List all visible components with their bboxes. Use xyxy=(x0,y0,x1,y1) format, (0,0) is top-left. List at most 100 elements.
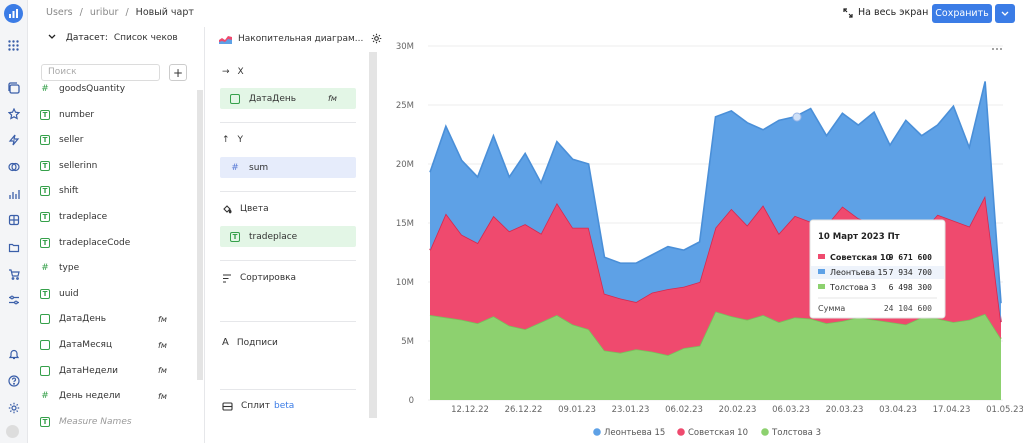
y-tick-label: 20M xyxy=(396,160,414,170)
x-tick-label: 06.03.23 xyxy=(772,405,810,415)
hash-icon: # xyxy=(231,162,239,173)
y-field-chip[interactable]: # sum xyxy=(220,157,356,178)
apps-grid-icon[interactable] xyxy=(6,38,21,53)
area-леонтьева-15 xyxy=(430,81,1001,323)
add-field-button[interactable]: + xyxy=(169,64,187,81)
field-item[interactable]: ДатаДень fм xyxy=(40,311,190,327)
gear-icon[interactable] xyxy=(6,400,21,415)
text-type-icon: T xyxy=(40,135,50,146)
calendar-icon xyxy=(230,93,240,104)
y-tick-label: 10M xyxy=(396,278,414,288)
avatar[interactable] xyxy=(6,425,19,438)
gear-icon[interactable] xyxy=(371,33,382,44)
section-split-title: Сплит xyxy=(241,401,271,411)
x-tick-label: 23.01.23 xyxy=(612,405,650,415)
chart-menu-icon[interactable] xyxy=(992,48,1002,50)
tooltip-series-value: 6 498 300 xyxy=(889,283,933,292)
tooltip-swatch xyxy=(818,254,825,259)
function-badge: fм xyxy=(158,366,167,376)
colors-field-chip[interactable]: T tradeplace xyxy=(220,226,356,247)
x-tick-label: 01.05.23 xyxy=(986,405,1023,415)
stacked-area-chart[interactable]: 0 5M 10M 15M 20M 25M 30M 12.12.22 26.12.22 09.01… xyxy=(378,27,1023,443)
field-list-scrollbar[interactable] xyxy=(197,90,203,380)
sections-scrollbar[interactable] xyxy=(369,52,377,418)
section-labels[interactable]: A Подписи xyxy=(222,337,278,348)
hover-point xyxy=(792,112,802,122)
field-item[interactable]: # День недели fм xyxy=(40,388,190,404)
calendar-icon xyxy=(40,365,50,376)
breadcrumb-separator: / xyxy=(79,7,83,18)
breadcrumb-users[interactable]: Users xyxy=(46,7,73,18)
divider xyxy=(220,389,356,390)
left-rail xyxy=(0,0,28,443)
series-line xyxy=(429,81,1002,304)
divider xyxy=(220,191,356,192)
save-menu-button[interactable] xyxy=(995,4,1015,23)
field-name: uuid xyxy=(59,288,79,299)
calendar-icon xyxy=(40,340,50,350)
beta-badge: beta xyxy=(274,401,295,411)
tooltip-series-value: 7 934 700 xyxy=(889,268,933,277)
tooltip-row-highlight xyxy=(811,266,944,279)
field-search-input[interactable]: Поиск xyxy=(41,64,160,81)
breadcrumb-uribur[interactable]: uribur xyxy=(89,7,119,18)
function-badge: fм xyxy=(158,391,167,401)
section-x: → X xyxy=(222,67,244,77)
legend-swatch xyxy=(761,428,769,436)
fullscreen-button[interactable]: На весь экран xyxy=(843,7,928,18)
divider xyxy=(220,321,356,322)
field-item[interactable]: ДатаМесяц fм xyxy=(40,337,190,353)
field-item[interactable]: # goodsQuantity xyxy=(40,81,190,97)
visualization-type-selector[interactable]: Накопительная диаграм... xyxy=(219,33,382,44)
text-type-icon: T xyxy=(40,186,50,197)
charts-icon[interactable] xyxy=(6,186,21,201)
notifications-bell-icon[interactable] xyxy=(6,346,21,361)
connections-bolt-icon[interactable] xyxy=(6,132,21,147)
y-tick-label: 0 xyxy=(409,396,414,406)
text-type-icon: T xyxy=(40,288,50,299)
datasets-icon[interactable] xyxy=(6,159,21,174)
arrow-right-icon: → xyxy=(222,67,230,77)
settings-sliders-icon[interactable] xyxy=(6,292,21,307)
breadcrumb: Users / uribur / Новый чарт xyxy=(46,7,194,18)
tooltip-swatch xyxy=(818,284,825,289)
y-tick-label: 15M xyxy=(396,219,414,229)
section-split[interactable]: Сплит beta xyxy=(222,401,294,411)
section-x-title: X xyxy=(237,67,244,77)
field-name: sellerinn xyxy=(59,160,98,171)
field-item[interactable]: T Measure Names xyxy=(40,414,190,430)
cart-icon[interactable] xyxy=(6,266,21,281)
arrow-up-icon: ↑ xyxy=(222,135,230,145)
y-field-name: sum xyxy=(249,162,269,173)
dataset-selector[interactable]: Датасет: Список чеков xyxy=(48,33,178,43)
folder-icon[interactable] xyxy=(6,239,21,254)
tooltip-series-name: Советская 10 xyxy=(830,253,892,262)
field-item[interactable]: # type xyxy=(40,260,190,276)
datalens-logo-icon[interactable] xyxy=(4,4,23,23)
dashboards-icon[interactable] xyxy=(6,212,21,227)
text-type-icon: T xyxy=(40,109,50,120)
help-icon[interactable] xyxy=(6,373,21,388)
visualization-type-label: Накопительная диаграм... xyxy=(238,33,364,44)
field-name: tradeplaceCode xyxy=(59,237,131,248)
field-name: ДатаНедели xyxy=(59,365,118,376)
area-толстова-3 xyxy=(430,311,1001,400)
favorites-star-icon[interactable] xyxy=(6,106,21,121)
x-field-chip[interactable]: ДатаДень fм xyxy=(220,88,356,109)
collections-icon[interactable] xyxy=(6,80,21,95)
y-axis: 0 5M 10M 15M 20M 25M 30M xyxy=(396,42,414,406)
section-sort[interactable]: Сортировка xyxy=(222,273,296,283)
x-tick-label: 09.01.23 xyxy=(558,405,596,415)
x-field-name: ДатаДень xyxy=(249,93,297,104)
save-button[interactable]: Сохранить xyxy=(932,4,992,23)
field-item[interactable]: ДатаНедели fм xyxy=(40,363,190,379)
chevron-down-icon xyxy=(48,34,56,39)
x-axis: 12.12.22 26.12.22 09.01.23 23.01.23 06.02.23… xyxy=(451,405,1023,415)
